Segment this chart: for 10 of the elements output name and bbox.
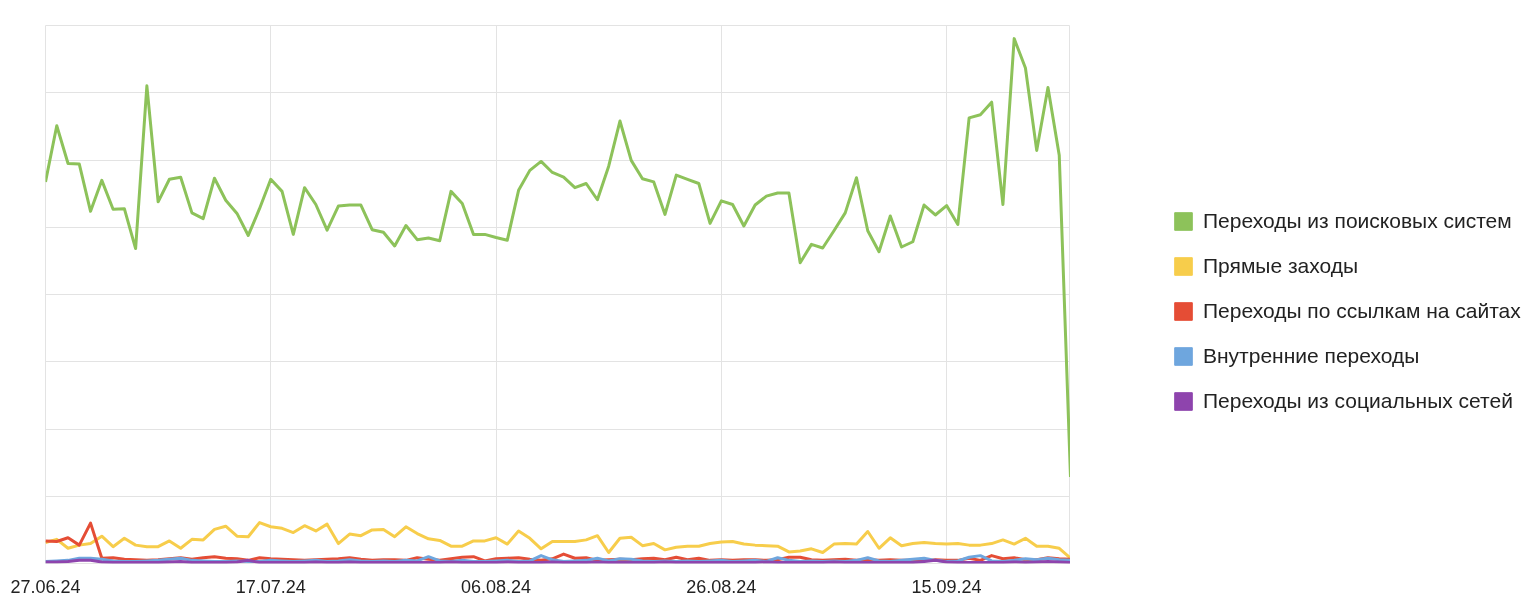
x-tick-label: 27.06.24 (10, 576, 81, 597)
legend-label: Переходы из социальных сетей (1203, 389, 1513, 413)
legend-label: Прямые заходы (1203, 254, 1359, 278)
x-tick-label: 06.08.24 (461, 576, 532, 597)
legend-label: Переходы по ссылкам на сайтах (1203, 299, 1521, 323)
x-tick-label: 15.09.24 (911, 576, 982, 597)
x-tick-label: 17.07.24 (235, 576, 306, 597)
legend-label: Переходы из поисковых систем (1203, 209, 1512, 233)
x-tick-label: 26.08.24 (686, 576, 757, 597)
legend-label: Внутренние переходы (1203, 344, 1420, 368)
